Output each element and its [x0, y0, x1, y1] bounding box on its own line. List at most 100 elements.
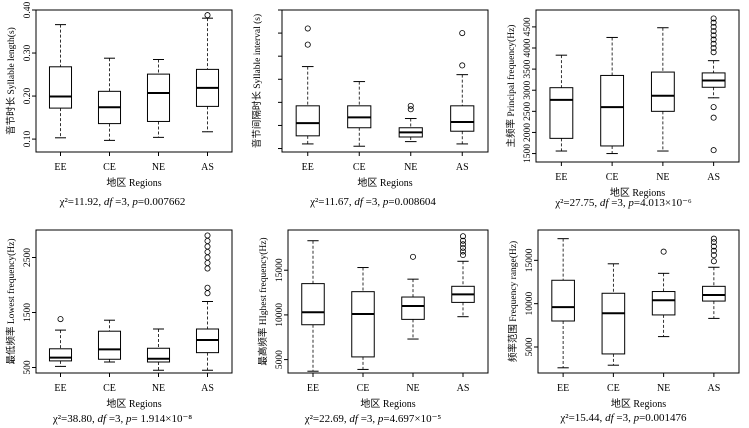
chart-svg: 音节间隔时长 Syllable interval (s) EE CE NE AS 地区 R… — [251, 9, 489, 189]
outlier-point — [710, 243, 717, 250]
y-tick-label: 0.40 — [23, 1, 33, 18]
outlier-point — [710, 247, 717, 254]
box-iqr — [146, 347, 171, 363]
chart-panel-highest-frequency: 5000 10000 15000 最高频率 HIghest frequency(Hz)… — [248, 218, 498, 428]
x-tick-label: EE — [557, 383, 569, 394]
box-as — [195, 12, 220, 133]
outlier-point — [459, 248, 466, 255]
outlier-point — [204, 248, 211, 255]
x-tick-label: CE — [357, 383, 370, 394]
x-axis-label: 地区 Regions — [610, 186, 665, 199]
chart-panel-syllable-interval: 音节间隔时长 Syllable interval (s) EE CE NE AS 地区 R… — [248, 0, 498, 215]
stat-p-value: =0.001476 — [639, 412, 687, 424]
outlier-point — [204, 243, 211, 250]
box-iqr — [401, 296, 425, 320]
x-tick-label: NE — [152, 162, 165, 173]
box-iqr — [450, 105, 475, 132]
box-ee — [551, 238, 575, 369]
outlier-point — [459, 241, 466, 248]
box-ee — [48, 24, 73, 139]
x-tick-label: NE — [406, 383, 419, 394]
box-iqr — [702, 285, 726, 302]
x-tick-label: CE — [607, 383, 620, 394]
box-ne — [401, 253, 425, 340]
stat-df-label: df — [349, 413, 358, 425]
stat-chi: χ²=15.44, — [560, 412, 606, 424]
x-tick-label: NE — [152, 383, 165, 394]
plot-frame — [35, 9, 233, 153]
outlier-point — [710, 28, 717, 35]
x-tick-label: EE — [307, 383, 319, 394]
chart-svg: 500 1500 2500 最低频率 Lowest frequency(Hz) EE CE… — [5, 229, 233, 410]
outlier-point — [710, 258, 717, 265]
outlier-point — [204, 284, 211, 291]
box-iqr — [97, 330, 122, 360]
outlier-point — [459, 237, 466, 244]
x-axis-label: 地区 Regions — [360, 397, 415, 410]
chart-panel-principal-frequency: 1500 2000 2500 3000 3500 4000 4500 主频率 Principa… — [498, 0, 749, 215]
outlier-point — [710, 49, 717, 56]
outlier-point — [459, 62, 466, 69]
x-tick-label: NE — [404, 162, 417, 173]
x-axis-label: 地区 Regions — [106, 176, 161, 189]
stat-p-value: =4.013×10⁻⁶ — [633, 197, 692, 209]
outlier-point — [710, 23, 717, 30]
y-tick-label: 3000 — [523, 80, 533, 99]
box-ne — [398, 102, 423, 143]
outlier-point — [204, 254, 211, 261]
box-iqr — [549, 87, 574, 139]
x-tick-label: EE — [302, 162, 314, 173]
box-ee — [295, 25, 320, 145]
stat-df-label: df — [605, 412, 614, 424]
y-tick-label: 1500 — [23, 303, 33, 322]
box-as — [451, 233, 475, 318]
x-tick-label: AS — [707, 172, 720, 183]
x-tick-label: AS — [456, 162, 469, 173]
x-tick-label: NE — [657, 383, 670, 394]
outlier-point — [459, 233, 466, 240]
stat-df-value: =3, — [112, 196, 133, 208]
box-as — [701, 15, 726, 154]
stat-df-value: =3, — [106, 413, 127, 425]
outlier-point — [710, 19, 717, 26]
y-tick-label: 0.20 — [23, 87, 33, 104]
plot-frame — [287, 229, 489, 374]
outlier-point — [407, 102, 414, 109]
chart-svg: 1500 2000 2500 3000 3500 4000 4500 主频率 Principa… — [505, 9, 740, 199]
stat-p-label: p — [633, 412, 640, 424]
box-ce — [347, 81, 372, 147]
outlier-point — [459, 252, 466, 259]
y-axis-label: 主频率 Principal frequency(Hz) — [505, 25, 517, 148]
box-iqr — [295, 105, 320, 137]
chart-svg: 5000 10000 15000 最高频率 HIghest frequency(Hz)… — [257, 229, 489, 410]
stat-chi: χ²=38.80, — [52, 413, 98, 425]
stat-p-label: p — [628, 197, 634, 209]
box-as — [195, 232, 220, 371]
box-iqr — [48, 348, 73, 362]
box-ce — [97, 57, 122, 141]
x-tick-label: CE — [353, 162, 366, 173]
stat-df-label: df — [97, 413, 107, 425]
x-tick-label: AS — [707, 383, 720, 394]
box-ee — [48, 316, 73, 367]
chart-panel-frequency-range: 5000 10000 15000 频率范围 Frequency range(Hz) EE… — [498, 218, 749, 428]
stat-chi: χ²=11.67, — [310, 196, 355, 208]
x-tick-label: EE — [54, 383, 66, 394]
stat-p-label: p — [377, 413, 384, 425]
stat-p-label: p — [126, 413, 132, 425]
x-tick-label: CE — [103, 162, 116, 173]
stat-p-value: = 1.914×10⁻⁸ — [131, 413, 193, 425]
y-tick-label: 5000 — [275, 350, 285, 369]
outlier-point — [710, 114, 717, 121]
outlier-point — [204, 232, 211, 239]
box-ee — [549, 54, 574, 152]
stat-df-value: =3, — [357, 413, 378, 425]
y-axis-label: 音节间隔时长 Syllable interval (s) — [251, 14, 263, 148]
outlier-point — [204, 237, 211, 244]
box-iqr — [48, 66, 73, 109]
box-iqr — [146, 73, 171, 122]
outlier-point — [710, 147, 717, 154]
y-tick-label: 0.10 — [23, 131, 33, 148]
y-tick-label: 2500 — [523, 102, 533, 121]
box-iqr — [600, 74, 625, 147]
